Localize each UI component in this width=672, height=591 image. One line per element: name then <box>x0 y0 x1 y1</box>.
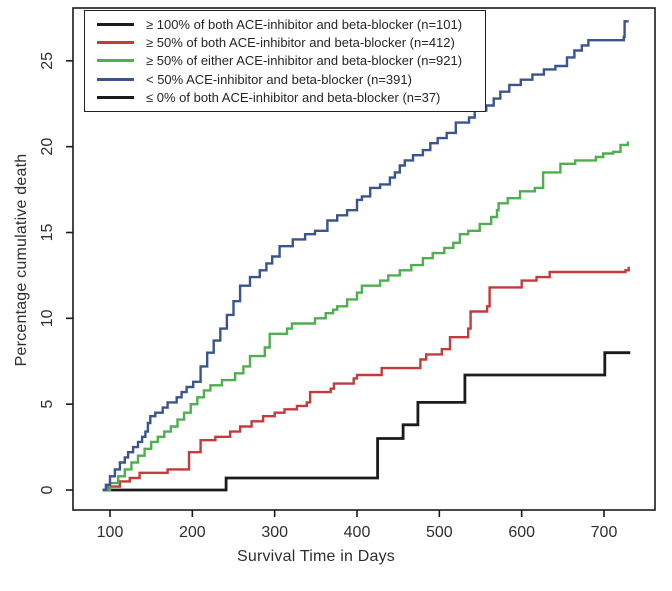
y-tick-label: 10 <box>39 309 56 327</box>
legend-label: ≤ 0% of both ACE-inhibitor and beta-bloc… <box>146 90 441 106</box>
legend-item-le0-both: ≤ 0% of both ACE-inhibitor and beta-bloc… <box>97 89 485 107</box>
legend-line-swatch <box>97 22 134 26</box>
legend-item-ge50-both: ≥ 50% of both ACE-inhibitor and beta-blo… <box>97 34 485 52</box>
y-tick-label: 0 <box>39 485 56 494</box>
y-tick-label: 15 <box>39 223 56 241</box>
x-axis-title: Survival Time in Days <box>236 548 396 565</box>
y-axis-title: Percentage cumulative death <box>13 153 30 367</box>
legend-line-swatch <box>97 59 134 63</box>
legend-line-swatch <box>97 41 134 45</box>
legend-line-swatch <box>97 77 134 81</box>
plot-frame <box>72 7 656 511</box>
x-tick-label: 200 <box>179 524 206 541</box>
curve-ge50-either <box>102 141 630 492</box>
y-tick-label: 5 <box>39 400 56 409</box>
y-tick-label: 20 <box>39 138 56 156</box>
x-tick-label: 100 <box>97 524 124 541</box>
x-tick-label: 500 <box>426 524 453 541</box>
curve-ge100-both <box>102 351 631 492</box>
curve-lt50 <box>102 20 629 492</box>
x-tick-label: 700 <box>591 524 618 541</box>
legend-item-lt50: < 50% ACE-inhibitor and beta-blocker (n=… <box>97 70 485 88</box>
x-tick-label: 300 <box>261 524 288 541</box>
x-tick-label: 400 <box>344 524 371 541</box>
legend-label: < 50% ACE-inhibitor and beta-blocker (n=… <box>146 71 412 87</box>
legend-item-ge50-either: ≥ 50% of either ACE-inhibitor and beta-b… <box>97 52 485 70</box>
legend-box: ≥ 100% of both ACE-inhibitor and beta-bl… <box>84 10 486 112</box>
legend-label: ≥ 50% of both ACE-inhibitor and beta-blo… <box>146 35 455 51</box>
legend-item-ge100-both: ≥ 100% of both ACE-inhibitor and beta-bl… <box>97 15 485 33</box>
x-tick-label: 600 <box>508 524 535 541</box>
curve-ge50-both <box>102 266 630 492</box>
legend-label: ≥ 50% of either ACE-inhibitor and beta-b… <box>146 53 463 69</box>
y-tick-label: 25 <box>39 52 56 70</box>
legend-line-swatch <box>97 96 134 100</box>
legend-label: ≥ 100% of both ACE-inhibitor and beta-bl… <box>146 16 463 32</box>
